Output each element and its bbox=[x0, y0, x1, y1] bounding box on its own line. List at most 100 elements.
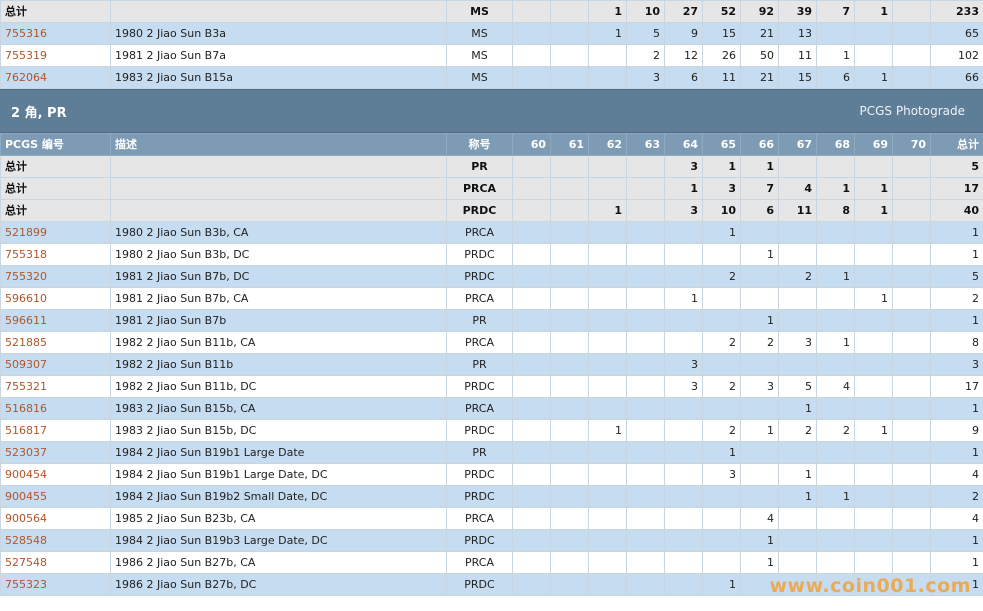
grade-67-cell: 3 bbox=[778, 331, 817, 354]
total-count-cell: 4 bbox=[930, 463, 983, 486]
grade-64-cell bbox=[664, 441, 703, 464]
grade-66-cell: 6 bbox=[740, 199, 779, 222]
grade-69-cell bbox=[854, 551, 893, 574]
grade-70-cell bbox=[892, 177, 931, 200]
grade-60-cell bbox=[512, 573, 551, 596]
designation-cell: PRCA bbox=[446, 551, 513, 574]
pcgs-number-link[interactable]: 521885 bbox=[5, 336, 47, 349]
grade-65-cell: 52 bbox=[702, 0, 741, 23]
grade-63-cell bbox=[626, 287, 665, 310]
pcgs-number-link[interactable]: 523037 bbox=[5, 446, 47, 459]
pcgs-number-link[interactable]: 755323 bbox=[5, 578, 47, 591]
grade-65-cell: 11 bbox=[702, 66, 741, 89]
grade-60-cell bbox=[512, 243, 551, 266]
grade-69-cell bbox=[854, 507, 893, 530]
grade-60-cell bbox=[512, 177, 551, 200]
pcgs-number-link[interactable]: 900455 bbox=[5, 490, 47, 503]
grade-64-cell bbox=[664, 463, 703, 486]
grade-66-cell: 1 bbox=[740, 309, 779, 332]
total-count-cell: 1 bbox=[930, 309, 983, 332]
total-count-cell: 1 bbox=[930, 221, 983, 244]
pcgs-number-link[interactable]: 755320 bbox=[5, 270, 47, 283]
grade-68-cell bbox=[816, 529, 855, 552]
pcgs-number-link[interactable]: 516817 bbox=[5, 424, 47, 437]
pcgs-number-link[interactable]: 762064 bbox=[5, 71, 47, 84]
grade-67-cell bbox=[778, 309, 817, 332]
grade-61-cell bbox=[550, 44, 589, 67]
grade-66-cell: 21 bbox=[740, 66, 779, 89]
grade-62-cell bbox=[588, 551, 627, 574]
grade-66-cell bbox=[740, 287, 779, 310]
grade-65-cell: 1 bbox=[702, 155, 741, 178]
designation-cell: PRDC bbox=[446, 265, 513, 288]
total-label: 总计 bbox=[0, 0, 111, 23]
pcgs-number-link[interactable]: 900564 bbox=[5, 512, 47, 525]
grade-68-cell bbox=[816, 397, 855, 420]
pcgs-number-link[interactable]: 900454 bbox=[5, 468, 47, 481]
grade-65-cell: 2 bbox=[702, 419, 741, 442]
grade-65-cell: 2 bbox=[702, 375, 741, 398]
total-count-cell: 17 bbox=[930, 375, 983, 398]
grade-62-cell bbox=[588, 265, 627, 288]
pcgs-number-link[interactable]: 755318 bbox=[5, 248, 47, 261]
header-description: 描述 bbox=[110, 133, 447, 156]
grade-62-cell bbox=[588, 463, 627, 486]
grade-67-cell: 2 bbox=[778, 265, 817, 288]
header-grade-63: 63 bbox=[626, 133, 665, 156]
grade-62-cell: 1 bbox=[588, 22, 627, 45]
grade-67-cell bbox=[778, 287, 817, 310]
pcgs-number-cell: 762064 bbox=[0, 66, 111, 89]
grade-66-cell: 2 bbox=[740, 331, 779, 354]
pcgs-number-link[interactable]: 521899 bbox=[5, 226, 47, 239]
pcgs-number-link[interactable]: 527548 bbox=[5, 556, 47, 569]
total-count-cell: 1 bbox=[930, 397, 983, 420]
grade-60-cell bbox=[512, 551, 551, 574]
pcgs-number-link[interactable]: 596610 bbox=[5, 292, 47, 305]
designation-cell: PRDC bbox=[446, 375, 513, 398]
grade-68-cell bbox=[816, 22, 855, 45]
grade-65-cell bbox=[702, 529, 741, 552]
total-count-cell: 40 bbox=[930, 199, 983, 222]
pcgs-number-cell: 755320 bbox=[0, 265, 111, 288]
grade-63-cell bbox=[626, 485, 665, 508]
grade-65-cell: 15 bbox=[702, 22, 741, 45]
grade-64-cell: 1 bbox=[664, 177, 703, 200]
grade-70-cell bbox=[892, 309, 931, 332]
grade-64-cell bbox=[664, 507, 703, 530]
grade-60-cell bbox=[512, 419, 551, 442]
grade-60-cell bbox=[512, 463, 551, 486]
grade-70-cell bbox=[892, 441, 931, 464]
grade-60-cell bbox=[512, 529, 551, 552]
header-designation: 称号 bbox=[446, 133, 513, 156]
pcgs-number-link[interactable]: 516816 bbox=[5, 402, 47, 415]
pcgs-number-link[interactable]: 528548 bbox=[5, 534, 47, 547]
grade-70-cell bbox=[892, 22, 931, 45]
grade-68-cell bbox=[816, 155, 855, 178]
header-grade-65: 65 bbox=[702, 133, 741, 156]
table-row: 900564 1985 2 Jiao Sun B23b, CA PRCA 4 4 bbox=[0, 507, 983, 530]
pcgs-number-link[interactable]: 755321 bbox=[5, 380, 47, 393]
grade-61-cell bbox=[550, 353, 589, 376]
pcgs-number-cell: 900455 bbox=[0, 485, 111, 508]
pcgs-number-link[interactable]: 755319 bbox=[5, 49, 47, 62]
grade-61-cell bbox=[550, 0, 589, 23]
grade-67-cell: 11 bbox=[778, 44, 817, 67]
pcgs-number-link[interactable]: 509307 bbox=[5, 358, 47, 371]
pcgs-number-cell: 755316 bbox=[0, 22, 111, 45]
grade-67-cell: 4 bbox=[778, 177, 817, 200]
grade-62-cell: 1 bbox=[588, 0, 627, 23]
description-cell: 1982 2 Jiao Sun B11b, CA bbox=[110, 331, 447, 354]
grade-61-cell bbox=[550, 265, 589, 288]
grade-61-cell bbox=[550, 66, 589, 89]
grade-69-cell bbox=[854, 309, 893, 332]
pcgs-number-link[interactable]: 596611 bbox=[5, 314, 47, 327]
grade-68-cell: 1 bbox=[816, 331, 855, 354]
pcgs-number-link[interactable]: 755316 bbox=[5, 27, 47, 40]
ms-population-table: 总计 MS 1 10 27 52 92 39 7 1 233 755316 1980 2 Jiao Su… bbox=[0, 0, 983, 89]
header-grade-61: 61 bbox=[550, 133, 589, 156]
designation-cell: PRCA bbox=[446, 177, 513, 200]
grade-61-cell bbox=[550, 419, 589, 442]
grade-69-cell bbox=[854, 221, 893, 244]
pr-population-table: PCGS 编号 描述 称号 60 61 62 63 64 65 66 67 68… bbox=[0, 133, 983, 596]
grade-60-cell bbox=[512, 44, 551, 67]
